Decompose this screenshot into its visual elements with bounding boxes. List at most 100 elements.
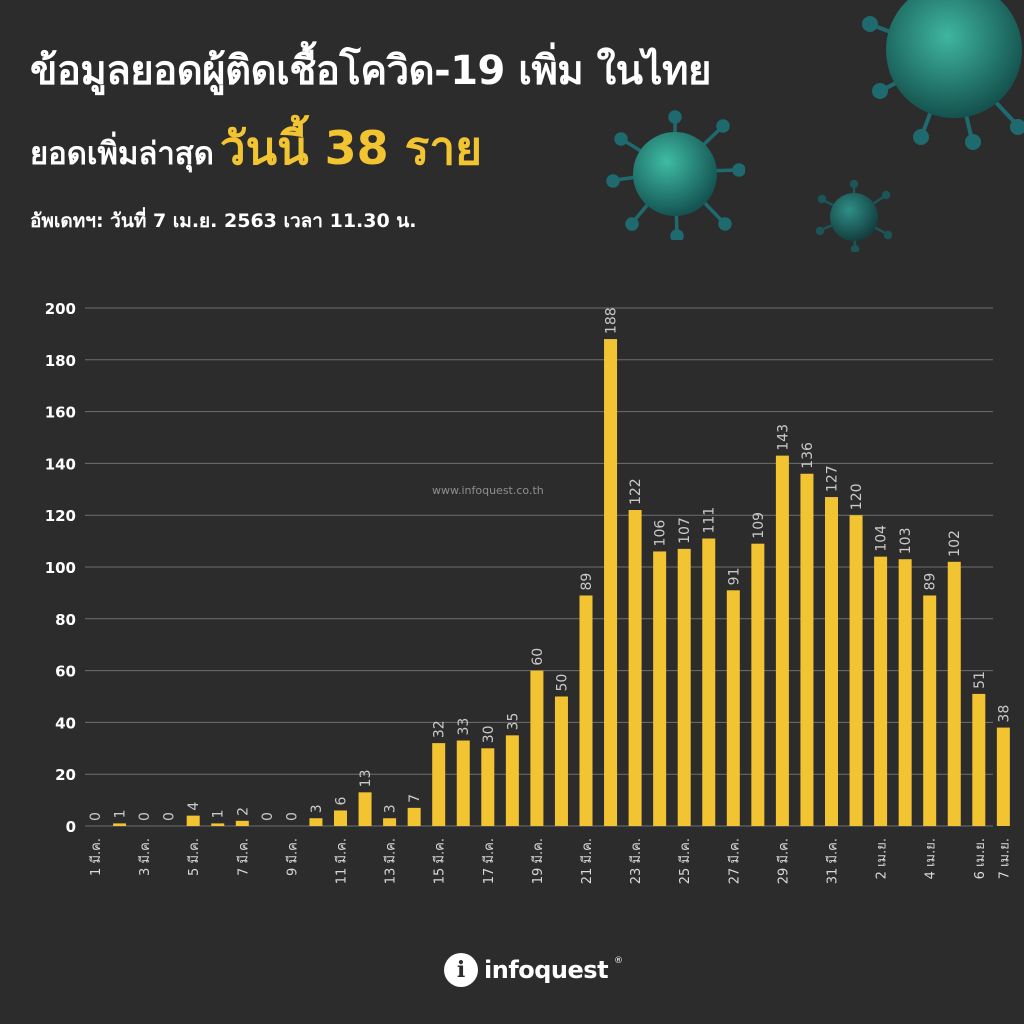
- bar-value-label: 104: [874, 525, 890, 552]
- bar-value-label: 1: [211, 809, 227, 818]
- y-tick-label: 80: [55, 611, 76, 629]
- bar: [186, 815, 200, 826]
- virus-illustration-large: [862, 0, 1024, 150]
- logo-badge-icon: i: [444, 953, 478, 987]
- bar-value-label: 33: [456, 718, 472, 736]
- bar: [554, 696, 568, 826]
- bar-value-label: 127: [825, 465, 841, 492]
- x-tick-label: 6 เม.ย.: [973, 838, 988, 879]
- bar: [579, 595, 593, 826]
- bar: [898, 559, 912, 826]
- bar: [972, 693, 986, 826]
- bar-value-label: 30: [481, 725, 497, 743]
- x-tick-label: 11 มี.ค.: [334, 838, 350, 884]
- bar-value-label: 35: [505, 713, 521, 731]
- bar: [677, 548, 691, 826]
- x-tick-label: 25 มี.ค.: [677, 838, 693, 884]
- y-tick-label: 160: [45, 404, 76, 422]
- x-tick-label: 21 มี.ค.: [579, 838, 595, 884]
- y-tick-label: 20: [55, 766, 76, 784]
- bar-value-label: 188: [604, 307, 620, 334]
- y-tick-label: 120: [45, 507, 76, 525]
- bar-value-label: 50: [554, 674, 570, 692]
- x-tick-label: 9 มี.ค.: [284, 838, 300, 876]
- x-tick-label: 3 มี.ค.: [137, 838, 153, 876]
- bar-value-label: 3: [383, 804, 399, 813]
- bar: [800, 473, 814, 826]
- bar: [530, 670, 544, 826]
- bar-value-label: 102: [947, 530, 963, 557]
- bar-value-label: 103: [898, 527, 914, 554]
- today-count-highlight: วันนี้ 38 ราย: [219, 121, 483, 175]
- virus-illustration-small: [815, 180, 893, 252]
- bar-value-label: 0: [284, 812, 300, 821]
- bar-value-label: 0: [88, 812, 104, 821]
- logo-registered-mark: ®: [614, 956, 624, 966]
- bar: [235, 820, 249, 826]
- bar: [751, 543, 765, 826]
- bar-value-label: 32: [432, 720, 448, 738]
- bar: [481, 748, 495, 826]
- x-tick-label: 29 มี.ค.: [775, 838, 791, 884]
- bar: [653, 551, 667, 826]
- bar: [113, 823, 127, 826]
- bar: [726, 590, 740, 826]
- y-tick-label: 180: [45, 352, 76, 370]
- y-tick-label: 200: [45, 300, 76, 318]
- x-tick-label: 4 เม.ย.: [924, 838, 939, 879]
- bar-value-label: 7: [407, 794, 423, 803]
- x-tick-label: 7 มี.ค.: [235, 838, 251, 876]
- watermark: www.infoquest.co.th: [432, 484, 544, 497]
- bar: [923, 595, 937, 826]
- x-tick-label: 23 มี.ค.: [628, 838, 644, 884]
- y-tick-label: 60: [55, 663, 76, 681]
- y-tick-label: 40: [55, 714, 76, 732]
- bar: [456, 740, 470, 826]
- bar-value-label: 2: [235, 807, 251, 816]
- bar: [849, 515, 863, 826]
- subtitle-lead: ยอดเพิ่มล่าสุด: [30, 136, 214, 172]
- bar-value-label: 109: [751, 512, 767, 539]
- x-tick-label: 17 มี.ค.: [481, 838, 497, 884]
- bar: [947, 561, 961, 826]
- bar: [358, 792, 372, 826]
- infoquest-logo: i infoquest ®: [444, 950, 623, 990]
- latest-count-line: ยอดเพิ่มล่าสุด วันนี้ 38 ราย: [30, 112, 482, 185]
- page-title: ข้อมูลยอดผู้ติดเชื้อโควิด-19 เพิ่ม ในไทย: [30, 48, 711, 94]
- bar: [775, 455, 789, 826]
- x-tick-label: 5 มี.ค.: [186, 838, 202, 876]
- logo-text: infoquest: [484, 956, 609, 984]
- bar-value-label: 3: [309, 804, 325, 813]
- x-tick-label: 19 มี.ค.: [530, 838, 546, 884]
- bar: [874, 556, 888, 826]
- bar: [996, 727, 1010, 826]
- bar-value-label: 1: [113, 809, 129, 818]
- y-tick-label: 140: [45, 455, 76, 473]
- bar-value-label: 0: [137, 812, 153, 821]
- bar: [825, 497, 838, 826]
- virus-illustration-medium: [606, 110, 745, 240]
- x-tick-label: 15 มี.ค.: [432, 838, 448, 884]
- x-tick-label: 27 มี.ค.: [726, 838, 742, 884]
- bar-value-label: 89: [579, 573, 595, 591]
- bar: [211, 823, 225, 826]
- bar: [505, 735, 519, 826]
- bar-value-label: 111: [702, 507, 718, 534]
- y-tick-label: 0: [66, 818, 76, 836]
- bar-value-label: 107: [677, 517, 693, 544]
- bar-value-label: 0: [162, 812, 178, 821]
- y-tick-label: 100: [45, 559, 76, 577]
- bar-value-label: 4: [186, 802, 202, 811]
- x-tick-label: 7 เม.ย.: [997, 838, 1012, 879]
- bar-value-label: 120: [849, 483, 865, 510]
- bar-value-label: 38: [996, 705, 1012, 723]
- bar-value-label: 60: [530, 648, 546, 666]
- bar: [407, 807, 421, 826]
- bar-value-label: 122: [628, 478, 644, 505]
- update-timestamp: อัพเดทฯ: วันที่ 7 เม.ย. 2563 เวลา 11.30 …: [30, 210, 417, 232]
- bar-value-label: 106: [653, 520, 669, 547]
- x-tick-label: 31 มี.ค.: [825, 838, 841, 884]
- x-tick-label: 1 มี.ค.: [88, 838, 104, 876]
- bar: [702, 538, 716, 826]
- bar-value-label: 6: [334, 796, 350, 805]
